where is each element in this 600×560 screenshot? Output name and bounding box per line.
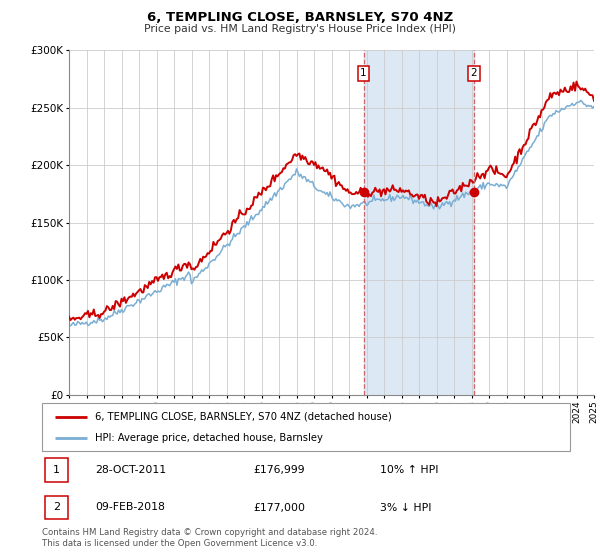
Text: 2: 2 <box>470 68 477 78</box>
Text: £177,000: £177,000 <box>253 502 305 512</box>
Text: 2: 2 <box>53 502 60 512</box>
Text: 3% ↓ HPI: 3% ↓ HPI <box>380 502 431 512</box>
Text: 28-OCT-2011: 28-OCT-2011 <box>95 465 166 475</box>
Text: 6, TEMPLING CLOSE, BARNSLEY, S70 4NZ: 6, TEMPLING CLOSE, BARNSLEY, S70 4NZ <box>147 11 453 24</box>
Text: 10% ↑ HPI: 10% ↑ HPI <box>380 465 439 475</box>
Bar <box>44 496 68 520</box>
Bar <box>44 458 68 482</box>
Bar <box>364 50 473 395</box>
Text: 1: 1 <box>53 465 60 475</box>
Text: 09-FEB-2018: 09-FEB-2018 <box>95 502 164 512</box>
Text: 6, TEMPLING CLOSE, BARNSLEY, S70 4NZ (detached house): 6, TEMPLING CLOSE, BARNSLEY, S70 4NZ (de… <box>95 412 392 422</box>
Text: This data is licensed under the Open Government Licence v3.0.: This data is licensed under the Open Gov… <box>42 539 317 548</box>
Text: Contains HM Land Registry data © Crown copyright and database right 2024.: Contains HM Land Registry data © Crown c… <box>42 528 377 536</box>
Text: HPI: Average price, detached house, Barnsley: HPI: Average price, detached house, Barn… <box>95 433 323 443</box>
Text: Price paid vs. HM Land Registry's House Price Index (HPI): Price paid vs. HM Land Registry's House … <box>144 24 456 34</box>
Text: £176,999: £176,999 <box>253 465 305 475</box>
Text: 1: 1 <box>360 68 367 78</box>
